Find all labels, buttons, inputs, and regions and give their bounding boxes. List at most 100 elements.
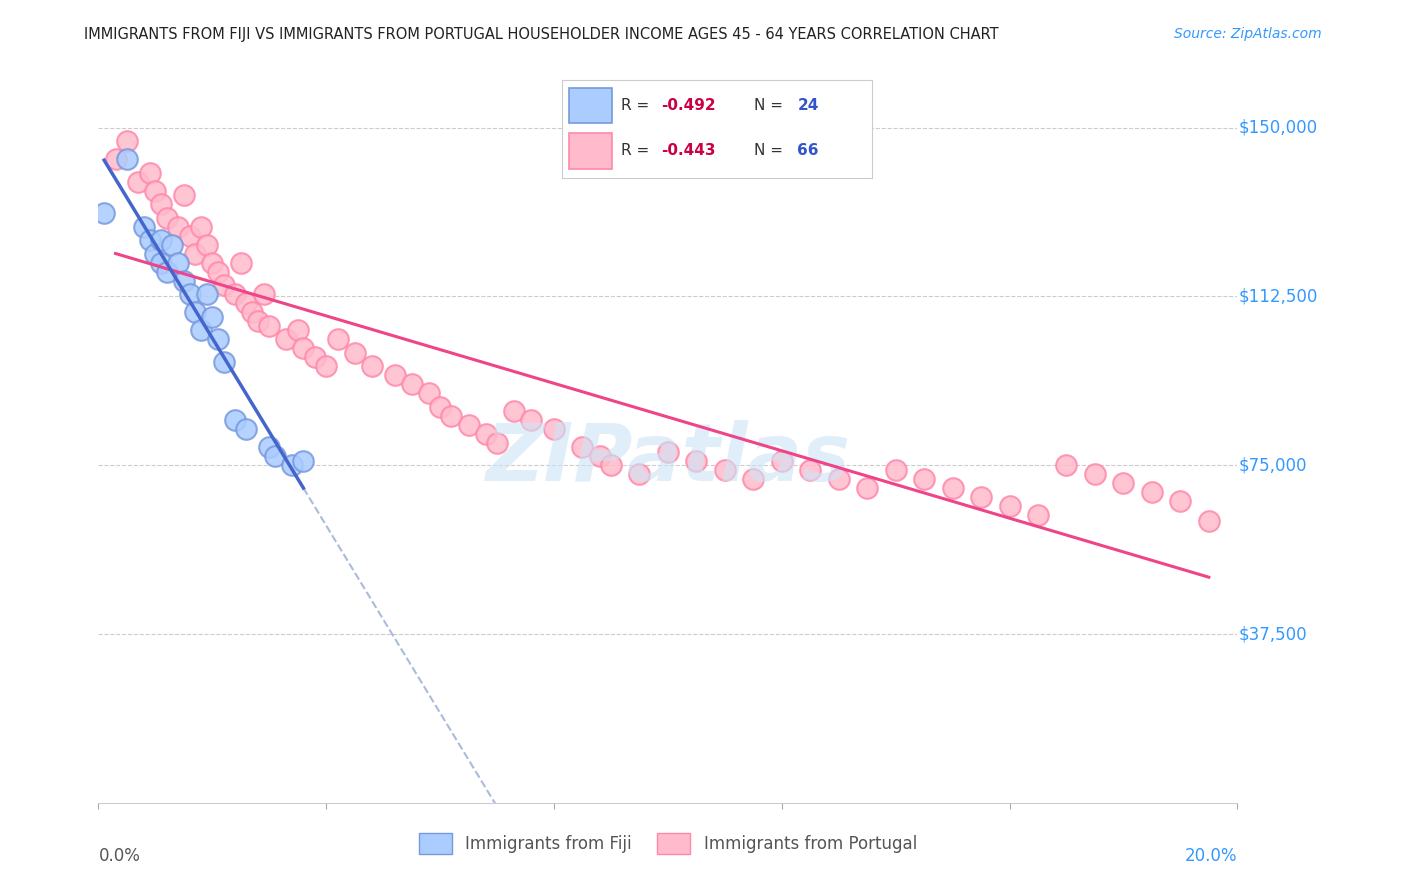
Point [264,449,287,463]
Point [212,278,235,293]
Point [1056,458,1078,473]
Point [190,323,212,337]
Text: $112,500: $112,500 [1239,287,1317,305]
Point [628,467,651,482]
Point [503,404,526,418]
Point [571,440,593,454]
Point [742,472,765,486]
Point [799,463,821,477]
Point [173,188,195,202]
Point [150,255,173,269]
Text: $75,000: $75,000 [1239,456,1308,475]
Point [998,499,1021,513]
Point [145,184,167,198]
Point [315,359,337,374]
Point [235,296,257,310]
Text: 66: 66 [797,144,818,159]
Point [1026,508,1049,522]
Point [224,413,246,427]
Text: N =: N = [754,98,787,113]
Point [520,413,543,427]
Point [828,472,851,486]
Point [195,287,218,301]
Point [252,287,274,301]
Text: 0.0%: 0.0% [98,847,141,864]
Point [1198,515,1220,529]
Point [240,305,263,319]
Point [115,134,138,148]
Point [207,265,229,279]
Point [714,463,737,477]
Point [195,237,218,252]
Text: $37,500: $37,500 [1239,625,1308,643]
Point [132,219,155,234]
Text: N =: N = [754,144,787,159]
Point [418,386,440,401]
Text: -0.443: -0.443 [661,144,716,159]
Point [145,246,167,260]
Point [384,368,406,383]
Point [167,255,190,269]
Point [474,426,496,441]
Point [770,453,793,467]
Text: IMMIGRANTS FROM FIJI VS IMMIGRANTS FROM PORTUGAL HOUSEHOLDER INCOME AGES 45 - 64: IMMIGRANTS FROM FIJI VS IMMIGRANTS FROM … [84,27,1000,42]
Point [287,323,309,337]
Text: 24: 24 [797,98,818,113]
Point [235,422,257,436]
Point [150,197,173,211]
Point [224,287,246,301]
Text: ZIPatlas: ZIPatlas [485,420,851,498]
Point [429,400,451,414]
Legend: Immigrants from Fiji, Immigrants from Portugal: Immigrants from Fiji, Immigrants from Po… [412,827,924,860]
Point [685,453,707,467]
Point [543,422,565,436]
Point [184,305,207,319]
Point [156,211,179,225]
Point [657,444,679,458]
Point [173,274,195,288]
Point [138,233,160,247]
Point [150,233,173,247]
Point [162,237,184,252]
Text: R =: R = [621,144,654,159]
Text: $150,000: $150,000 [1239,119,1317,136]
Point [1170,494,1192,508]
Point [486,435,509,450]
Point [167,219,190,234]
Point [259,440,281,454]
Point [229,255,252,269]
Point [207,332,229,346]
Point [179,287,201,301]
Point [246,314,269,328]
Point [457,417,479,432]
Point [292,341,315,355]
Point [104,152,127,166]
Point [201,310,224,324]
Point [212,354,235,368]
Point [360,359,382,374]
Text: Source: ZipAtlas.com: Source: ZipAtlas.com [1174,27,1322,41]
Text: -0.492: -0.492 [661,98,716,113]
Point [1084,467,1107,482]
Point [1112,476,1135,491]
Point [304,350,326,364]
Point [588,449,610,463]
Point [115,152,138,166]
Point [326,332,349,346]
Point [440,409,463,423]
Point [179,228,201,243]
Point [1140,485,1163,500]
Point [970,490,993,504]
Point [281,458,304,473]
Point [156,265,179,279]
Point [856,481,879,495]
Point [401,377,423,392]
Point [127,175,149,189]
FancyBboxPatch shape [568,133,612,169]
Point [93,206,115,220]
Point [942,481,965,495]
Point [292,453,315,467]
Point [276,332,298,346]
Point [190,219,212,234]
Point [912,472,935,486]
